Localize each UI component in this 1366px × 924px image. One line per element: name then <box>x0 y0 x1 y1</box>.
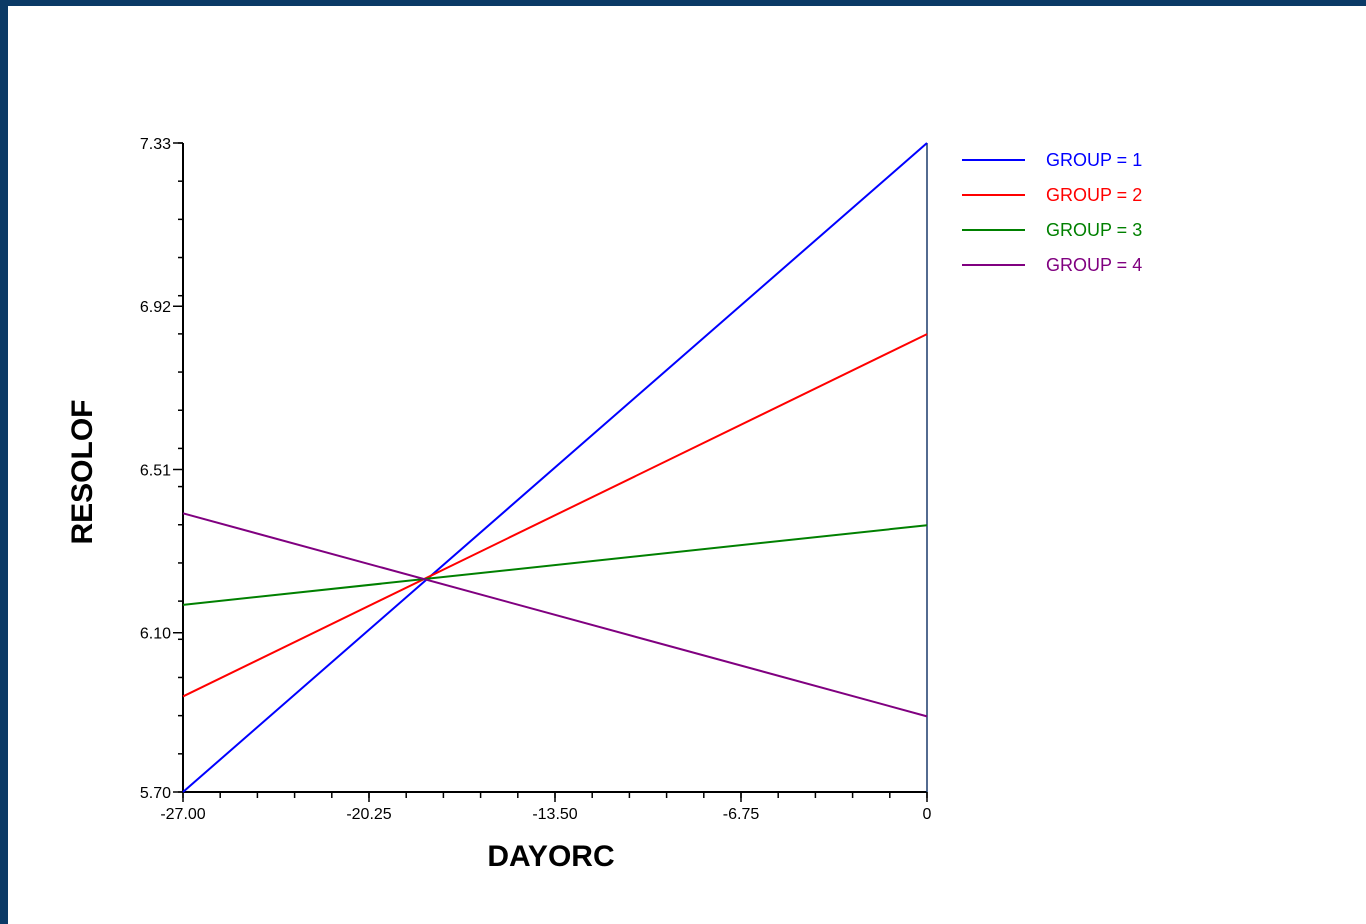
x-axis-title: DAYORC <box>487 840 614 873</box>
x-tick-label: -20.25 <box>346 806 391 823</box>
series-line-group-3 <box>182 524 928 606</box>
x-tick-label: -13.50 <box>532 806 577 823</box>
y-tick-label: 6.51 <box>140 462 171 479</box>
x-tick-label: -27.00 <box>160 806 205 823</box>
axes <box>173 142 928 802</box>
x-tick-label: 0 <box>923 806 932 823</box>
y-tick-label: 6.92 <box>140 299 171 316</box>
legend-label: GROUP = 2 <box>1046 185 1142 205</box>
y-tick-label: 5.70 <box>140 785 171 802</box>
series-line-group-1 <box>182 142 928 793</box>
series-lines <box>182 142 928 793</box>
tick-labels: 5.70 6.10 6.51 6.92 7.33 -27.00 -20.25 -13.50 -6… <box>140 136 932 823</box>
y-tick-label: 6.10 <box>140 626 171 643</box>
series-line-group-4 <box>182 512 928 718</box>
y-tick-label: 7.33 <box>140 136 171 153</box>
series-line-group-2 <box>182 333 928 698</box>
y-axis-title: RESOLOF <box>66 399 99 544</box>
legend-label: GROUP = 4 <box>1046 255 1142 275</box>
line-chart: 5.70 6.10 6.51 6.92 7.33 -27.00 -20.25 -13.50 -6… <box>66 136 1142 873</box>
legend-label: GROUP = 1 <box>1046 150 1142 170</box>
legend-label: GROUP = 3 <box>1046 220 1142 240</box>
legend: GROUP = 1 GROUP = 2 GROUP = 3 GROUP = 4 <box>962 150 1142 275</box>
chart-frame: 5.70 6.10 6.51 6.92 7.33 -27.00 -20.25 -13.50 -6… <box>8 6 1366 924</box>
x-tick-label: -6.75 <box>723 806 760 823</box>
